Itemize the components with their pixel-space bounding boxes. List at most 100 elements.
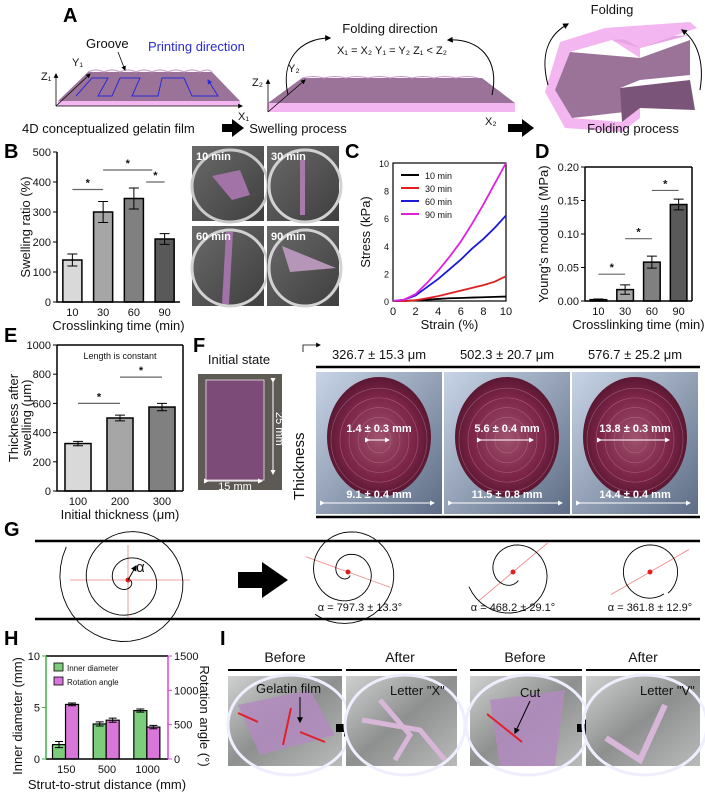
transform-arrow-icon [238, 562, 288, 598]
error-bar [646, 255, 657, 269]
panel-label-b: B [4, 141, 18, 163]
film-edge [268, 103, 515, 112]
legend-label: 30 min [425, 184, 452, 194]
gelatin-film-label: Gelatin film [256, 681, 321, 696]
bar [148, 406, 176, 492]
bar [105, 719, 120, 760]
rolled-spiral-icon [468, 544, 548, 614]
printing-path [75, 77, 219, 97]
letter-v-label: Letter "V" [640, 683, 695, 698]
legend-label: 10 min [425, 171, 452, 181]
panel-label-f: F [193, 335, 205, 357]
inner-diameter-value: 1.4 ± 0.3 mm [346, 423, 412, 435]
panel-label-e: E [4, 325, 17, 347]
alpha-value: α = 797.3 ± 13.3° [318, 602, 402, 614]
groove-ridges [301, 76, 479, 79]
panel-a: A Z₁ Y₁ X₁ Groove Printing direction Z₂ … [22, 2, 702, 137]
significance-star: * [610, 262, 615, 274]
x-tick-label: 90 [159, 307, 171, 319]
x-axis-label: Initial thickness (μm) [61, 507, 180, 522]
panel-i: Before After Before After Gelatin film L… [226, 649, 705, 777]
photo-before-v: Cut [464, 673, 592, 777]
error-bar [95, 721, 104, 727]
photo-label: 60 min [196, 231, 231, 243]
y1-axis [55, 73, 91, 107]
error-bar [55, 740, 64, 749]
thickness-value: 502.3 ± 20.7 μm [460, 347, 554, 362]
bar [146, 726, 161, 760]
legend-label: 60 min [425, 197, 452, 207]
y-tick-label: 1000 [174, 685, 198, 697]
photo-10-min: 10 min [190, 146, 270, 224]
initial-state-photo: 25 mm 15 mm [198, 374, 285, 493]
alpha-value: α = 361.8 ± 12.9° [608, 602, 692, 614]
groove-arrow [117, 51, 126, 71]
rolled-film-photo: 1.4 ± 0.3 mm 9.1 ± 0.4 mm [316, 372, 442, 514]
x-tick-label: 500 [98, 764, 116, 776]
angle-arrow [127, 564, 137, 581]
header-after: After [628, 649, 658, 665]
x-tick-label: 200 [111, 496, 129, 508]
length-label: 25 mm [273, 412, 285, 446]
significance-star: * [153, 170, 158, 182]
y-tick-label: 600 [33, 398, 51, 410]
error-bar [98, 201, 109, 223]
bar [123, 197, 145, 303]
x-tick-label: 10 [592, 306, 604, 318]
legend-label: Inner diameter [67, 664, 119, 673]
x-tick-label: 60 [128, 307, 140, 319]
x-tick-label: 10 [66, 307, 78, 319]
x-tick-label: 8 [480, 306, 486, 318]
chart-youngs-modulus: 10 30 60 90 * * * 0.00 0.05 0.10 0.15 0.20 Crosslink… [536, 162, 705, 332]
panel-label-d: D [535, 141, 549, 163]
b-photo-grid: 10 min 30 min 60 min 90 min [190, 146, 343, 308]
outer-diameter-value: 9.1 ± 0.4 mm [346, 489, 412, 501]
y-axis-label: Swelling ratio (%) [18, 176, 33, 277]
y-tick-label: 6 [384, 214, 389, 224]
y-axis-label-right: Rotation angle (°) [197, 665, 212, 766]
initial-state-label: Initial state [208, 352, 270, 367]
y-tick-label: 0.00 [558, 296, 579, 308]
chart-title: Length is constant [83, 351, 157, 361]
bar [64, 442, 92, 492]
folding-arrow-left [544, 23, 570, 86]
y-tick-label: 0 [45, 297, 51, 309]
center-point [647, 569, 653, 575]
folded-edge [545, 28, 640, 132]
caption-gelatin-film: 4D conceptualized gelatin film [22, 121, 195, 136]
x-tick-label: 300 [153, 496, 171, 508]
x-tick-label: 4 [435, 306, 441, 318]
folding-arrow-right [446, 36, 495, 96]
dimension-equation: X₁ = X₂ Y₁ = Y₂ Z₁ < Z₂ [337, 45, 447, 57]
x-tick-label: 10 [500, 306, 512, 318]
y-tick-label: 0.05 [558, 263, 579, 275]
bar [133, 709, 148, 760]
thickness-value: 326.7 ± 15.3 μm [332, 347, 426, 362]
y-axis-label: swelling (μm) [19, 380, 34, 457]
y-tick-label: 2 [384, 269, 389, 279]
roll-layer [348, 407, 410, 473]
y-tick-label: 400 [33, 177, 51, 189]
rolled-film-photo: 5.6 ± 0.4 mm 11.5 ± 0.8 mm [444, 372, 570, 514]
chart-thickness-after-swelling: 100 200 300 * * 0 200 400 600 800 1000 Initial thic… [6, 340, 184, 522]
significance-star: * [663, 178, 668, 190]
bar [669, 203, 688, 302]
folded-film-diagram: Folding [544, 2, 702, 132]
outer-diameter-value: 11.5 ± 0.8 mm [472, 489, 543, 501]
rolled-film-photo: 13.8 ± 0.3 mm 14.4 ± 0.4 mm [572, 372, 698, 514]
x-tick-label: 90 [673, 306, 685, 318]
y-tick-label: 800 [33, 369, 51, 381]
y-tick-label: 0 [34, 754, 40, 766]
axis-z1-label: Z₁ [41, 71, 52, 83]
cut-label: Cut [520, 685, 541, 700]
photo-label: 30 min [271, 151, 306, 163]
rolled-film [583, 377, 687, 497]
x-axis-label: Crosslinking time (min) [572, 317, 704, 332]
inner-diameter-value: 5.6 ± 0.4 mm [474, 423, 540, 435]
film-top [268, 78, 515, 103]
cut-arrow [514, 700, 531, 735]
bar [92, 723, 107, 760]
y-tick-label: 200 [33, 237, 51, 249]
photo-label: 90 min [271, 231, 306, 243]
